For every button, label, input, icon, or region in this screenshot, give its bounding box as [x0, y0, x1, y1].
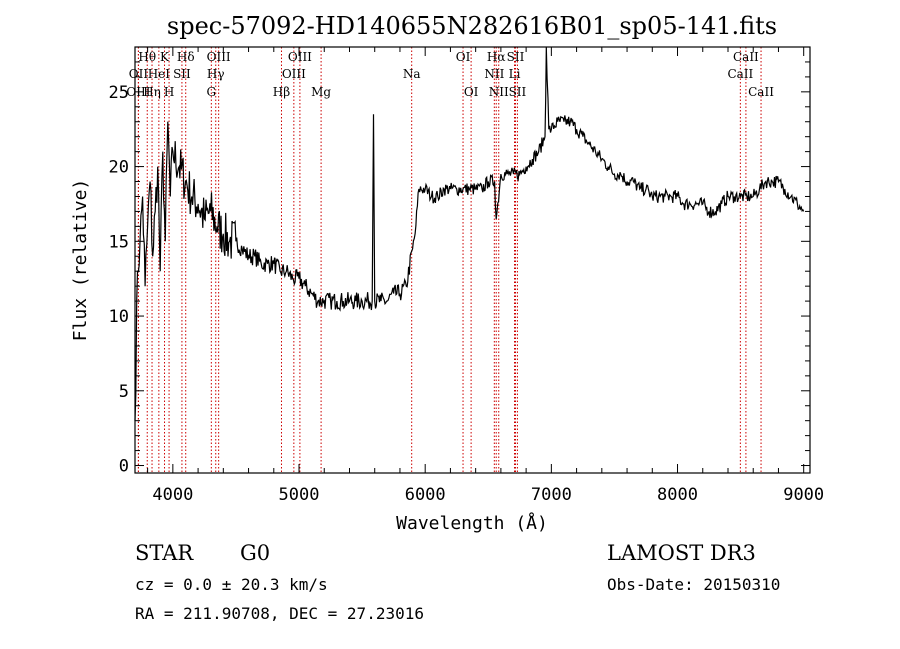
plot-frame: [134, 46, 811, 474]
line-markers: [137, 47, 762, 473]
x-tick-label: 8000: [657, 485, 698, 505]
marker-label: Hα: [487, 50, 506, 64]
marker-label: Li: [509, 67, 521, 81]
obs-date-label: Obs-Date: 20150310: [607, 575, 780, 594]
y-axis-ticks: 0 5 10 15 20 25: [109, 61, 810, 477]
marker-label: SII: [173, 67, 191, 81]
x-tick-label: 5000: [279, 485, 320, 505]
marker-label: OII: [129, 67, 149, 81]
marker-label: OI: [456, 50, 471, 64]
marker-label: K: [160, 50, 170, 64]
marker-label: Hδ: [177, 50, 195, 64]
survey-label: LAMOST DR3: [607, 541, 756, 565]
x-tick-label: 7000: [531, 485, 572, 505]
y-tick-label: 25: [109, 83, 129, 103]
marker-label: Hβ: [273, 85, 290, 99]
marker-label: NII: [489, 85, 509, 99]
marker-label: CaII: [748, 85, 774, 99]
spectrum-line: [134, 46, 805, 421]
marker-label: H: [164, 85, 174, 99]
marker-label: Mg: [311, 85, 331, 99]
object-type: STAR: [135, 541, 194, 565]
y-axis-label: Flux (relative): [70, 179, 91, 342]
y-tick-label: 15: [109, 232, 129, 252]
coordinates-label: RA = 211.90708, DEC = 27.23016: [135, 604, 424, 623]
redshift-label: cz = 0.0 ± 20.3 km/s: [135, 575, 328, 594]
marker-label: OIII: [207, 50, 231, 64]
marker-label: HeI: [148, 67, 171, 81]
y-tick-label: 5: [119, 382, 129, 402]
marker-label: OIII: [288, 50, 312, 64]
x-tick-label: 4000: [152, 485, 193, 505]
y-tick-label: 10: [109, 307, 129, 327]
marker-label: OIII: [282, 67, 306, 81]
marker-label: CaII: [727, 67, 753, 81]
marker-label: G: [207, 85, 217, 99]
marker-label: SII: [507, 50, 525, 64]
x-tick-label: 9000: [783, 485, 824, 505]
y-tick-label: 0: [119, 457, 129, 477]
marker-label: Hγ: [207, 67, 225, 81]
x-axis-ticks: 4000 5000 6000 7000 8000 9000: [147, 47, 824, 505]
marker-label: Hθ: [138, 50, 156, 64]
x-tick-label: 6000: [405, 485, 446, 505]
marker-label: SII: [509, 85, 527, 99]
x-axis-label: Wavelength (Å): [396, 512, 548, 534]
marker-label: OI: [464, 85, 479, 99]
marker-label: NII: [484, 67, 504, 81]
marker-label: Hη: [143, 85, 161, 99]
chart-title: spec-57092-HD140655N282616B01_sp05-141.f…: [167, 12, 777, 40]
object-subclass: G0: [240, 541, 270, 565]
y-tick-label: 20: [109, 158, 129, 178]
marker-label: CaII: [733, 50, 759, 64]
marker-label: Na: [403, 67, 421, 81]
